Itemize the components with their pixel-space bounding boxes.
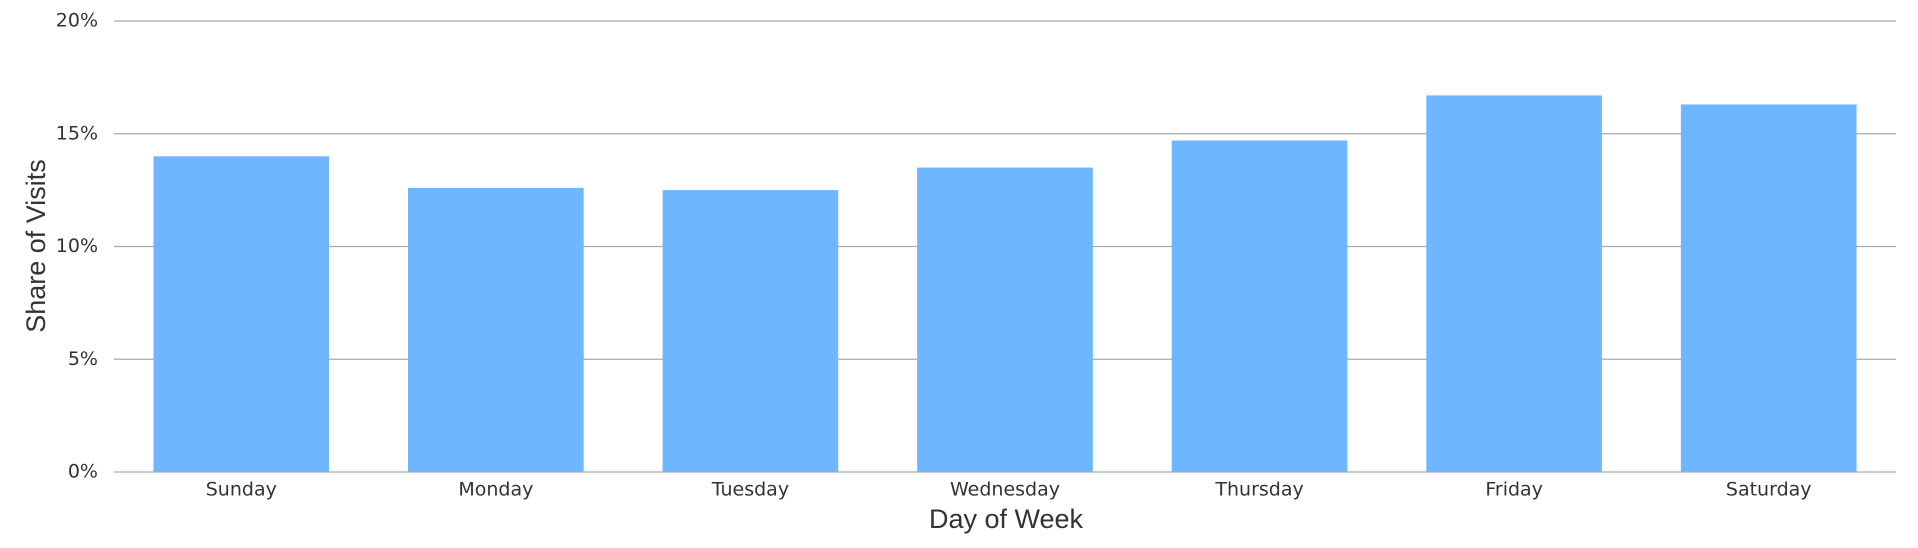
x-tick-label: Thursday [1214,479,1303,501]
x-tick-label: Friday [1485,479,1543,501]
x-tick-label: Tuesday [711,479,789,501]
x-tick-label: Saturday [1726,479,1812,501]
y-tick-label: 5% [68,348,98,370]
bar [153,156,330,473]
x-tick-label: Monday [458,479,533,501]
y-tick-label: 15% [56,122,98,144]
bar [662,190,839,472]
y-tick-label: 10% [56,235,98,257]
y-tick-label: 0% [68,461,98,483]
x-tick-label: Sunday [206,479,277,501]
bar [408,187,584,472]
bar [1426,95,1602,472]
y-axis-title: Share of Visits [21,159,51,333]
bar [1680,104,1857,472]
x-axis-title: Day of Week [929,504,1084,534]
x-tick-label: Wednesday [950,479,1060,501]
bar [917,167,1093,472]
y-tick-label: 20% [56,10,98,32]
bar [1171,140,1348,472]
